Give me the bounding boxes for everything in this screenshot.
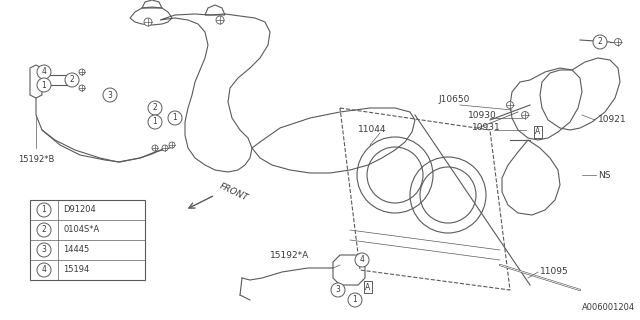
Text: 1: 1 [42,81,46,90]
Text: 15192*A: 15192*A [270,251,309,260]
Text: 2: 2 [598,37,602,46]
Text: 15192*B: 15192*B [18,155,54,164]
Circle shape [144,18,152,26]
Circle shape [148,101,162,115]
Text: A006001204: A006001204 [582,303,635,312]
Text: 15194: 15194 [63,266,89,275]
Text: 4: 4 [360,255,364,265]
Text: 11095: 11095 [540,268,569,276]
Text: 11044: 11044 [358,125,387,134]
Circle shape [506,101,513,108]
Circle shape [348,293,362,307]
Text: 10931: 10931 [472,124,500,132]
Circle shape [522,111,529,118]
Text: 1: 1 [152,117,157,126]
Circle shape [103,88,117,102]
Text: NS: NS [598,171,611,180]
Text: 1: 1 [42,205,46,214]
Text: 14445: 14445 [63,245,89,254]
Circle shape [37,78,51,92]
Circle shape [37,65,51,79]
Text: 4: 4 [42,266,47,275]
Circle shape [79,69,85,75]
Text: 3: 3 [335,285,340,294]
Circle shape [37,263,51,277]
Circle shape [331,283,345,297]
Text: 2: 2 [42,226,46,235]
Circle shape [614,38,621,45]
Circle shape [593,35,607,49]
Circle shape [37,203,51,217]
Text: 4: 4 [42,68,47,76]
Text: 2: 2 [152,103,157,113]
Text: 0104S*A: 0104S*A [63,226,99,235]
Text: 1: 1 [173,114,177,123]
Circle shape [37,223,51,237]
Text: FRONT: FRONT [218,181,250,203]
Text: 10930: 10930 [468,110,497,119]
Circle shape [168,111,182,125]
Text: A: A [365,283,371,292]
Text: 1: 1 [353,295,357,305]
Text: 3: 3 [108,91,113,100]
Bar [30,200,145,280]
Circle shape [152,145,158,151]
Text: A: A [536,127,541,137]
Circle shape [162,145,168,151]
Circle shape [37,243,51,257]
Text: 3: 3 [42,245,47,254]
Text: J10650: J10650 [438,95,469,105]
Circle shape [216,16,224,24]
Circle shape [355,253,369,267]
Circle shape [65,73,79,87]
Text: 10921: 10921 [598,116,627,124]
Text: 2: 2 [70,76,74,84]
Circle shape [169,142,175,148]
Text: D91204: D91204 [63,205,96,214]
Circle shape [148,115,162,129]
Circle shape [79,85,85,91]
